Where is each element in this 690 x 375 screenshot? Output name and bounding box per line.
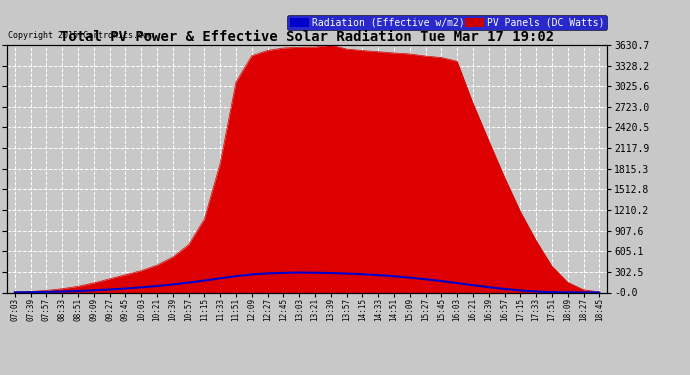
Title: Total PV Power & Effective Solar Radiation Tue Mar 17 19:02: Total PV Power & Effective Solar Radiati… [60,30,554,44]
Legend: Radiation (Effective w/m2), PV Panels (DC Watts): Radiation (Effective w/m2), PV Panels (D… [287,15,607,30]
Text: Copyright 2015 Cartronics.com: Copyright 2015 Cartronics.com [8,32,152,40]
